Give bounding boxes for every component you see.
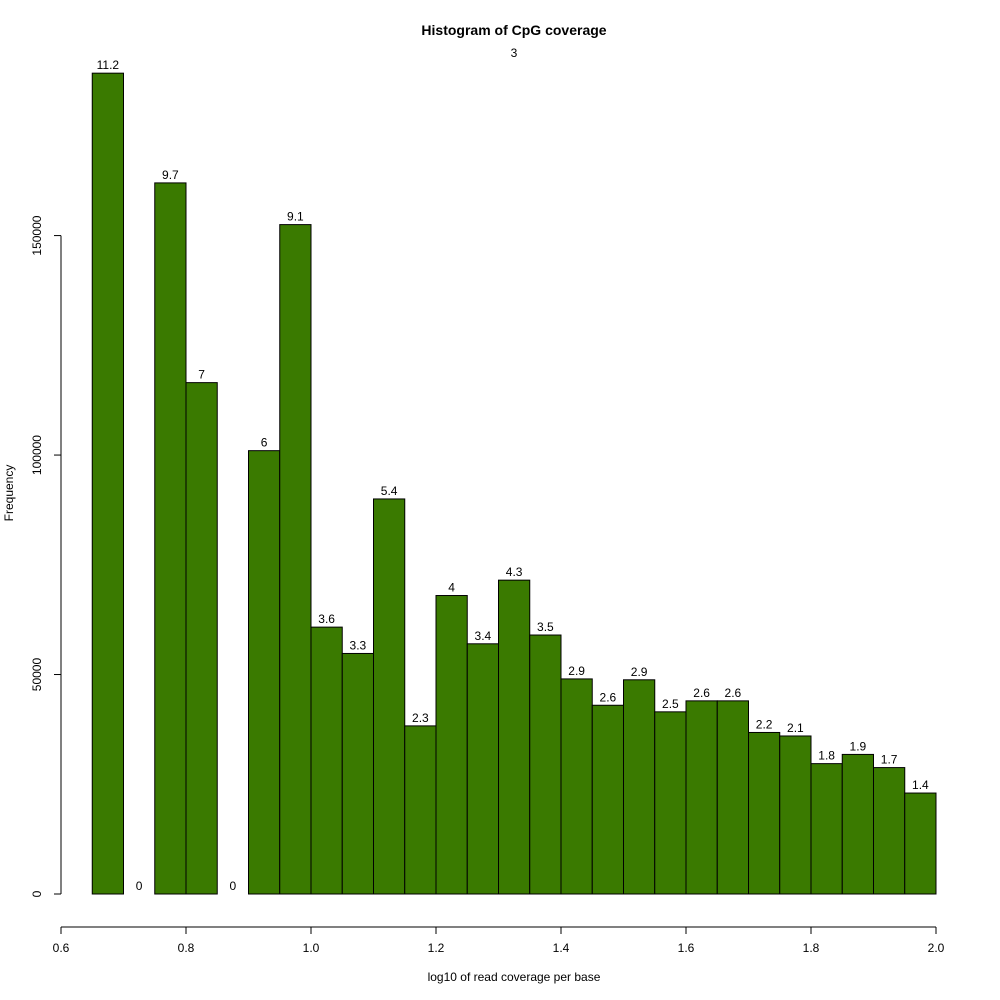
bar-value-label: 2.6	[693, 686, 710, 700]
x-axis-label: log10 of read coverage per base	[428, 970, 601, 984]
bar-value-label: 4	[448, 581, 455, 595]
histogram-bar	[841, 753, 874, 895]
x-tick-label: 1.0	[303, 941, 320, 955]
bar-value-label: 1.7	[881, 753, 898, 767]
bar-value-label: 6	[261, 436, 268, 450]
bar-value-label: 2.9	[568, 664, 585, 678]
histogram-bar	[341, 652, 374, 895]
y-axis: 0 50000 100000 150000	[30, 215, 62, 897]
bar-value-label: 1.8	[818, 749, 835, 763]
histogram-bar	[623, 679, 656, 895]
x-tick-label: 0.8	[178, 941, 195, 955]
chart-title: Histogram of CpG coverage	[421, 22, 606, 38]
histogram-bar	[91, 72, 124, 895]
histogram-bar	[279, 224, 312, 895]
bar-value-label: 1.9	[850, 739, 867, 753]
histogram-bar	[498, 579, 531, 895]
x-tick-label: 1.8	[803, 941, 820, 955]
bar-value-label: 2.1	[787, 721, 804, 735]
x-tick-label: 0.6	[53, 941, 70, 955]
bar-labels-group: 11.2 0 9.7 7 0 6 9.1 3.6 3.3 5.4 2.3 4 3.4 4.3 3.5 2.9 2…	[97, 58, 929, 893]
histogram-bar	[779, 735, 812, 895]
histogram-bar	[248, 450, 281, 895]
histogram-bar	[373, 498, 406, 895]
y-tick-label: 150000	[30, 215, 44, 255]
histogram-bar	[404, 725, 437, 895]
y-axis-label: Frequency	[2, 465, 16, 522]
bar-value-label: 3.5	[537, 620, 554, 634]
bar-value-label: 2.6	[600, 690, 617, 704]
histogram-bar	[185, 382, 218, 895]
bar-value-label: 2.3	[412, 711, 429, 725]
y-tick-label: 0	[30, 890, 44, 897]
bar-value-label: 2.9	[631, 665, 648, 679]
bar-value-label: 2.5	[662, 697, 679, 711]
bar-value-label: 3.6	[318, 612, 335, 626]
chart-subtitle: 3	[511, 46, 518, 60]
histogram-bar	[685, 700, 718, 895]
bar-value-label: 4.3	[506, 565, 523, 579]
x-axis: 0.6 0.8 1.0 1.2 1.4 1.6 1.8 2.0	[53, 926, 945, 955]
bar-value-label: 0	[230, 879, 237, 893]
bar-value-label: 3.4	[475, 629, 492, 643]
bar-value-label: 2.6	[725, 686, 742, 700]
bar-value-label: 7	[198, 368, 205, 382]
histogram-bar	[466, 643, 499, 895]
bar-value-label: 9.1	[287, 210, 304, 224]
histogram-bar	[904, 792, 937, 895]
histogram-bar	[716, 700, 749, 895]
x-tick-label: 1.6	[678, 941, 695, 955]
bar-value-label: 9.7	[162, 168, 179, 182]
histogram-bar	[310, 626, 343, 895]
histogram-bar	[810, 763, 843, 895]
histogram-bar	[748, 731, 781, 895]
bar-value-label: 1.4	[912, 778, 929, 792]
bars-group	[91, 72, 937, 895]
x-tick-label: 1.2	[428, 941, 445, 955]
histogram-bar	[529, 634, 562, 895]
x-tick-label: 2.0	[928, 941, 945, 955]
y-tick-label: 100000	[30, 435, 44, 475]
bar-value-label: 0	[136, 879, 143, 893]
x-tick-label: 1.4	[553, 941, 570, 955]
bar-value-label: 3.3	[350, 638, 367, 652]
histogram-bar	[654, 711, 687, 895]
bar-value-label: 2.2	[756, 717, 773, 731]
histogram-bar	[591, 704, 624, 895]
histogram-bar	[873, 767, 906, 895]
histogram-bar	[435, 595, 468, 895]
histogram-bar	[154, 182, 187, 895]
bar-value-label: 11.2	[97, 58, 120, 72]
y-tick-label: 50000	[30, 658, 44, 692]
histogram-bar	[560, 678, 593, 895]
bar-value-label: 5.4	[381, 484, 398, 498]
